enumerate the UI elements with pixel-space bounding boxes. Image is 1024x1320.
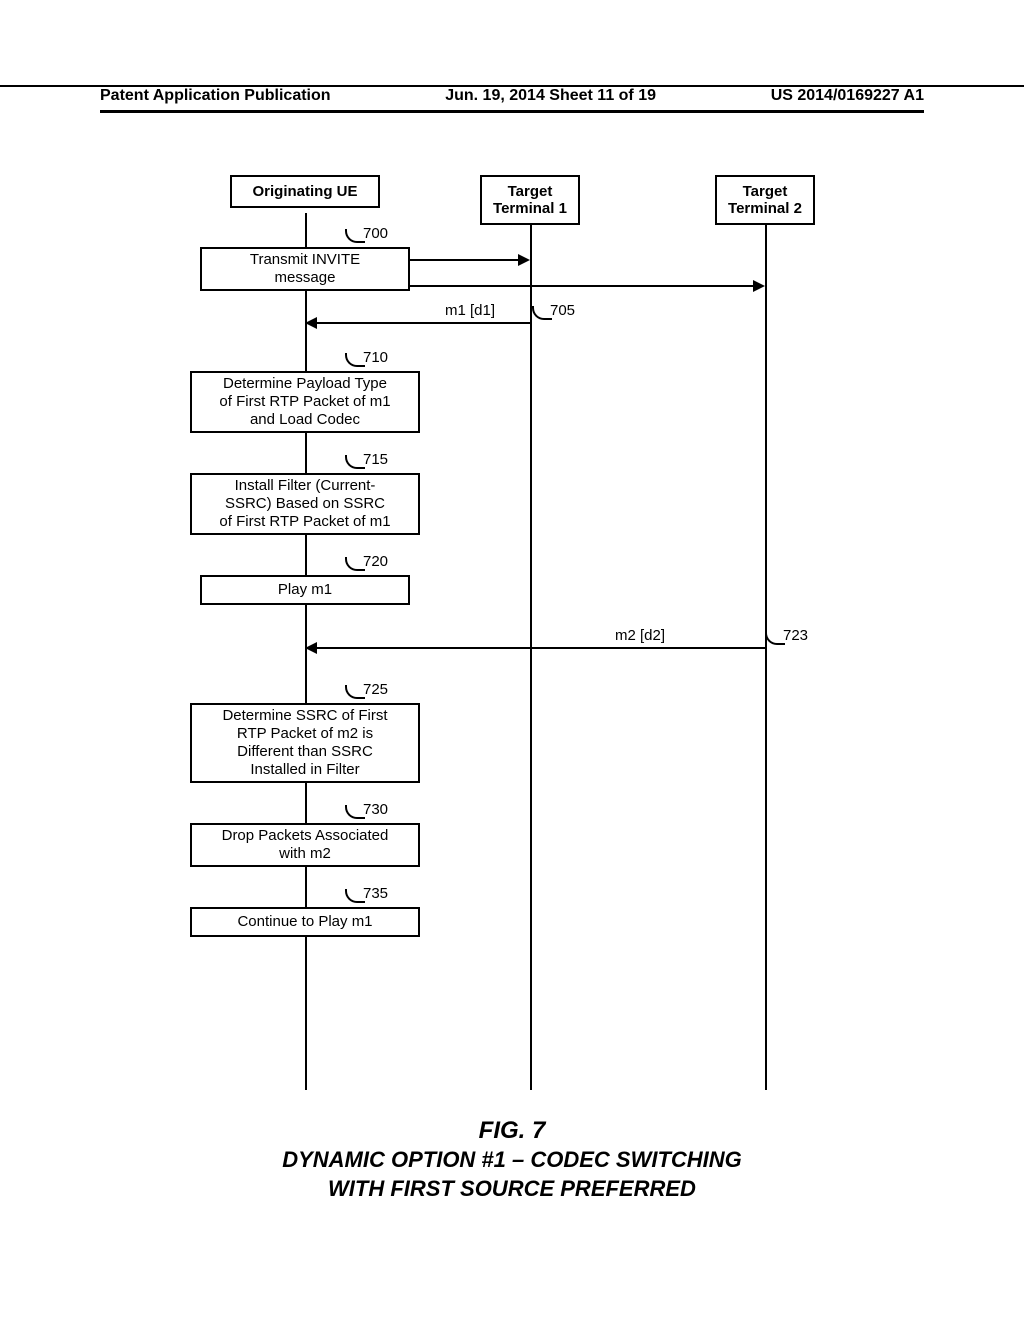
ref-arc-730 bbox=[345, 805, 365, 819]
ref-label-715: 715 bbox=[363, 451, 388, 468]
step-box-700: Transmit INVITEmessage bbox=[200, 247, 410, 291]
ref-label-710: 710 bbox=[363, 349, 388, 366]
invite-arrow-1 bbox=[410, 259, 520, 261]
invite-arrow-2 bbox=[410, 285, 755, 287]
caption-line-2: WITH FIRST SOURCE PREFERRED bbox=[0, 1175, 1024, 1204]
figure-caption: FIG. 7 DYNAMIC OPTION #1 – CODEC SWITCHI… bbox=[0, 1115, 1024, 1203]
msg-arrowhead-705 bbox=[305, 317, 317, 329]
ref-arc-723 bbox=[765, 631, 785, 645]
lifeline-target2 bbox=[765, 213, 767, 1090]
step-box-725: Determine SSRC of FirstRTP Packet of m2 … bbox=[190, 703, 420, 783]
ref-label-705: 705 bbox=[550, 302, 575, 319]
ref-arc-705 bbox=[532, 306, 552, 320]
page: Patent Application Publication Jun. 19, … bbox=[0, 0, 1024, 1320]
caption-line-1: DYNAMIC OPTION #1 – CODEC SWITCHING bbox=[0, 1146, 1024, 1175]
step-box-715: Install Filter (Current-SSRC) Based on S… bbox=[190, 473, 420, 535]
ref-arc-710 bbox=[345, 353, 365, 367]
page-header: Patent Application Publication Jun. 19, … bbox=[0, 85, 1024, 113]
step-box-730: Drop Packets Associatedwith m2 bbox=[190, 823, 420, 867]
ref-arc-725 bbox=[345, 685, 365, 699]
ref-arc-715 bbox=[345, 455, 365, 469]
step-box-720: Play m1 bbox=[200, 575, 410, 605]
msg-label-705: m1 [d1] bbox=[445, 302, 495, 319]
invite-arrowhead-1 bbox=[518, 254, 530, 266]
step-box-735: Continue to Play m1 bbox=[190, 907, 420, 937]
actor-target1: TargetTerminal 1 bbox=[480, 175, 580, 225]
msg-label-723: m2 [d2] bbox=[615, 627, 665, 644]
msg-arrowhead-723 bbox=[305, 642, 317, 654]
ref-arc-700 bbox=[345, 229, 365, 243]
step-box-710: Determine Payload Typeof First RTP Packe… bbox=[190, 371, 420, 433]
ref-arc-720 bbox=[345, 557, 365, 571]
header-left: Patent Application Publication bbox=[100, 87, 331, 105]
figure-number: FIG. 7 bbox=[0, 1115, 1024, 1146]
actor-originating: Originating UE bbox=[230, 175, 380, 208]
msg-arrow-705 bbox=[315, 322, 530, 324]
header-center: Jun. 19, 2014 Sheet 11 of 19 bbox=[445, 87, 656, 105]
header-right: US 2014/0169227 A1 bbox=[771, 87, 924, 105]
header-rule bbox=[100, 110, 924, 113]
ref-label-723: 723 bbox=[783, 627, 808, 644]
actor-target2: TargetTerminal 2 bbox=[715, 175, 815, 225]
ref-label-720: 720 bbox=[363, 553, 388, 570]
sequence-diagram: Originating UE TargetTerminal 1 TargetTerm… bbox=[175, 175, 865, 1095]
lifeline-target1 bbox=[530, 213, 532, 1090]
ref-label-730: 730 bbox=[363, 801, 388, 818]
ref-arc-735 bbox=[345, 889, 365, 903]
msg-arrow-723 bbox=[315, 647, 765, 649]
ref-label-735: 735 bbox=[363, 885, 388, 902]
invite-arrowhead-2 bbox=[753, 280, 765, 292]
ref-label-700: 700 bbox=[363, 225, 388, 242]
ref-label-725: 725 bbox=[363, 681, 388, 698]
